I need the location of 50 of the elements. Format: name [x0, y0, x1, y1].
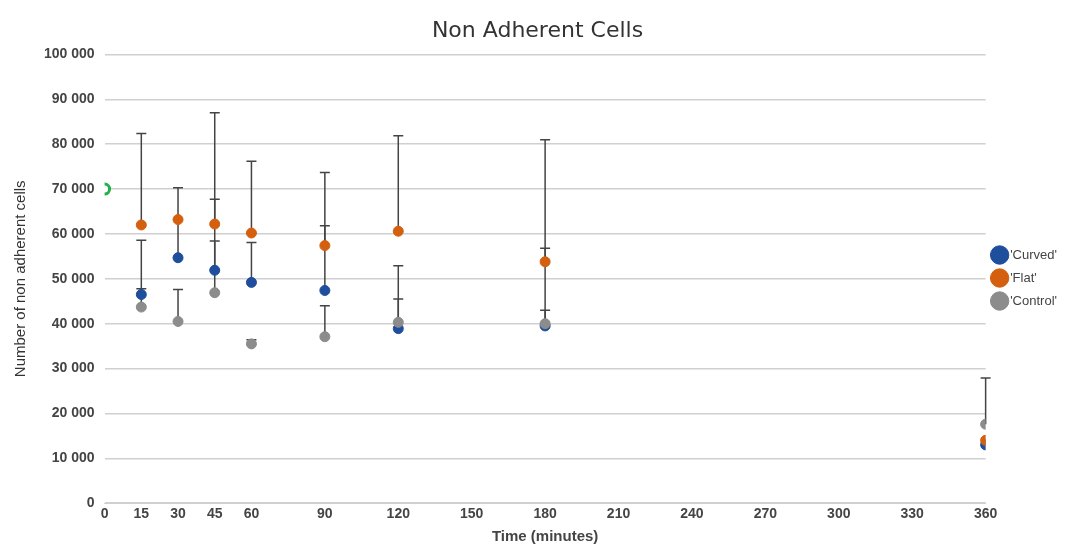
y-tick-label: 50 000 [51, 269, 95, 286]
point [209, 264, 221, 276]
x-tick-label: 120 [386, 505, 411, 522]
x-tick-label: 210 [606, 505, 631, 522]
x-tick-label: 45 [206, 505, 223, 522]
point [172, 315, 184, 327]
point [172, 252, 184, 264]
x-tick-label: 15 [133, 505, 150, 522]
point [209, 218, 221, 230]
x-tick-label: 0 [100, 505, 109, 522]
legend-label: 'Flat' [1010, 269, 1037, 285]
point [392, 316, 404, 328]
x-tick-label: 300 [827, 505, 851, 522]
y-tick-label: 30 000 [51, 359, 95, 376]
y-tick-label: 40 000 [51, 314, 95, 331]
point [245, 227, 257, 239]
y-tick-label: 60 000 [51, 224, 95, 241]
y-axis-title: Number of non adherent cells [11, 180, 29, 378]
y-tick-label: 70 000 [51, 179, 95, 196]
legend-label: 'Curved' [1010, 246, 1057, 262]
point [135, 301, 147, 313]
x-tick-label: 180 [533, 505, 558, 522]
point [135, 289, 147, 301]
point [245, 338, 257, 350]
x-tick-label: 90 [317, 505, 333, 522]
point [172, 214, 184, 226]
point [392, 225, 404, 237]
y-tick-label: 80 000 [51, 135, 95, 152]
x-tick-label: 60 [243, 505, 260, 522]
point [319, 284, 331, 296]
x-tick-label: 330 [900, 505, 925, 522]
x-tick-label: 360 [973, 505, 998, 522]
point [135, 219, 147, 231]
y-tick-label: 100 000 [44, 45, 95, 62]
y-tick-label: 20 000 [51, 404, 95, 421]
x-tick-label: 270 [753, 505, 778, 522]
x-tick-label: 240 [680, 505, 704, 522]
point [319, 331, 331, 343]
y-tick-label: 90 000 [51, 90, 95, 107]
point [319, 240, 331, 252]
x-tick-label: 30 [170, 505, 187, 522]
y-tick-label: 10 000 [51, 449, 95, 466]
point [209, 287, 221, 299]
legend-label: 'Control' [1010, 292, 1057, 308]
x-axis-title: Time (minutes) [491, 527, 599, 545]
chart-title: Non Adherent Cells [431, 16, 644, 42]
y-tick-label: 0 [86, 494, 95, 511]
x-tick-label: 150 [460, 505, 484, 522]
point [539, 256, 551, 268]
point [245, 276, 257, 288]
